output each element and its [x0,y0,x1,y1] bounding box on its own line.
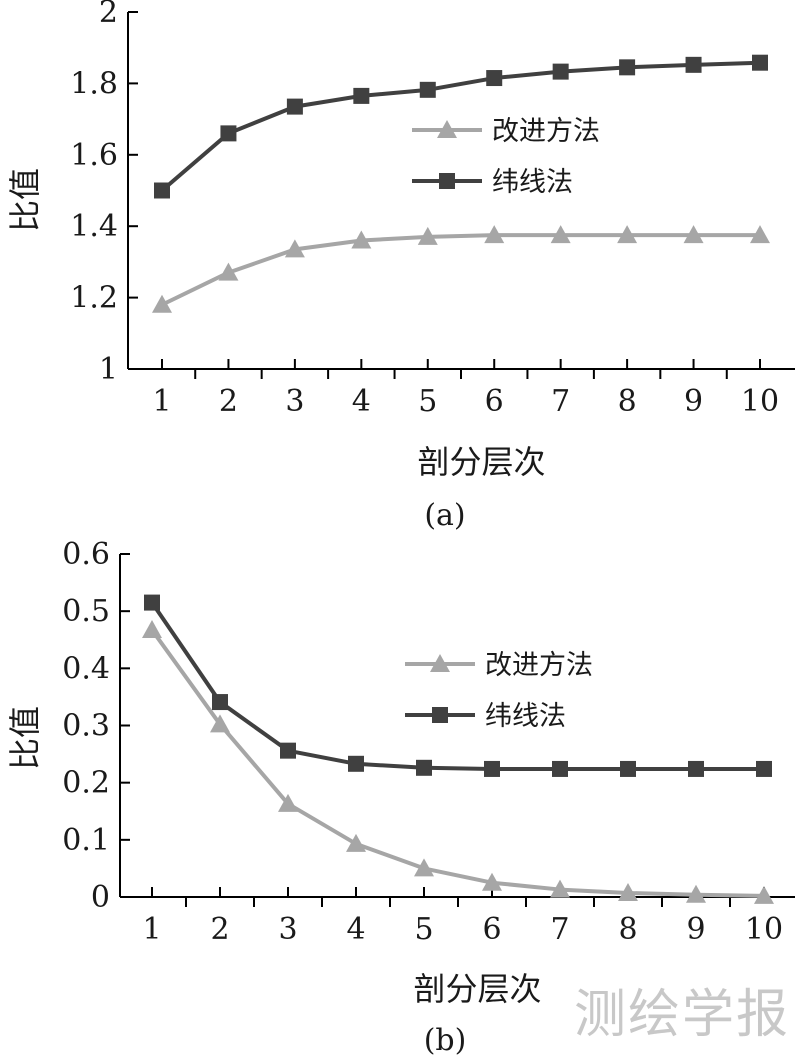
data-point-square [752,54,768,71]
legend-marker-square [439,173,455,189]
data-point-triangle [618,882,638,901]
data-point-triangle [278,793,298,812]
x-tick-label: 3 [285,384,304,419]
x-tick-label: 10 [745,912,783,947]
y-tick-label: 0.3 [62,709,110,744]
y-tick-label: 1.6 [70,138,118,173]
data-point-triangle [750,225,770,244]
y-tick-label: 1.2 [70,281,118,316]
data-point-square [619,59,636,76]
data-point-square [688,760,704,777]
y-tick-label: 1.4 [70,209,118,244]
data-point-triangle [484,225,505,244]
data-point-square [416,759,432,776]
data-point-square [685,56,702,73]
y-axis-label: 比值 [6,706,44,770]
y-tick-label: 1 [99,352,118,387]
data-point-square [552,760,568,777]
data-point-triangle [617,225,638,244]
legend-marker-triangle [430,654,450,672]
x-tick-label: 3 [278,912,297,947]
x-tick-label: 2 [219,384,238,419]
data-point-square [552,63,569,80]
legend-marker-square [432,707,448,723]
y-tick-label: 0.4 [62,651,110,686]
legend-label: 改进方法 [485,650,593,681]
x-tick-label: 8 [618,912,637,947]
y-tick-label: 0.1 [62,823,110,858]
x-tick-label: 8 [618,384,637,419]
data-point-square [419,81,436,98]
x-tick-label: 7 [551,384,570,419]
legend-label: 改进方法 [492,116,600,147]
y-axis-label: 比值 [6,168,44,232]
y-tick-label: 0 [91,880,110,915]
legend-label: 纬线法 [492,167,573,198]
x-tick-label: 6 [485,384,504,419]
x-axis-label: 剖分层次 [417,443,545,481]
series-line [160,60,761,193]
data-point-square [620,760,636,777]
data-point-triangle [142,620,162,639]
legend-label: 纬线法 [485,701,566,732]
y-tick-label: 0.2 [62,766,110,801]
watermark: 测绘学报 [574,985,790,1045]
series-line [150,601,764,771]
data-point-square [486,70,503,87]
x-tick-label: 10 [741,384,779,419]
x-tick-label: 5 [418,384,437,419]
x-tick-label: 9 [684,384,703,419]
data-point-square [348,755,364,772]
x-tick-label: 6 [482,912,501,947]
data-point-square [353,87,370,104]
data-point-triangle [210,714,230,733]
data-point-triangle [152,294,172,313]
data-point-triangle [754,885,774,904]
data-point-triangle [284,239,305,258]
data-point-triangle [346,833,366,852]
panel-caption: (a) [424,498,465,533]
data-point-square [144,594,160,611]
data-point-triangle [482,872,502,891]
data-point-square [154,182,170,199]
x-tick-label: 4 [352,384,371,419]
data-point-square [220,125,237,142]
data-point-triangle [351,230,372,249]
x-tick-label: 7 [550,912,569,947]
y-tick-label: 2 [99,0,118,30]
y-tick-label: 0.6 [62,537,110,572]
data-point-triangle [683,225,704,244]
y-tick-label: 0.5 [62,594,110,629]
data-point-triangle [686,884,706,903]
x-tick-label: 1 [142,912,161,947]
data-point-square [280,742,296,759]
data-point-triangle [417,226,438,245]
x-tick-label: 9 [686,912,705,947]
data-point-triangle [550,879,570,898]
data-point-triangle [414,858,434,877]
x-tick-label: 4 [346,912,365,947]
legend-marker-triangle [437,120,457,138]
data-point-square [484,760,500,777]
panel-caption: (b) [424,1023,467,1058]
data-point-triangle [550,225,571,244]
data-point-square [286,98,303,115]
data-point-square [756,760,772,777]
x-tick-label: 2 [210,912,229,947]
series-line [150,628,765,898]
data-point-triangle [218,262,239,281]
series-line [161,233,760,307]
x-axis-label: 剖分层次 [413,970,541,1008]
y-tick-label: 1.8 [70,66,118,101]
data-point-square [212,694,228,711]
x-tick-label: 5 [414,912,433,947]
x-tick-label: 1 [152,384,171,419]
